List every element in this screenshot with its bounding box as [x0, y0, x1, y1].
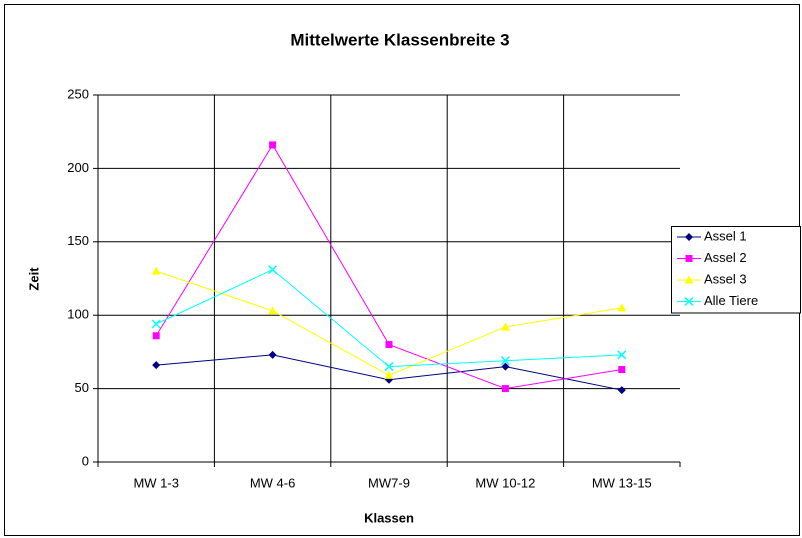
point	[501, 385, 509, 393]
y-tick-label: 0	[82, 453, 89, 468]
point	[618, 366, 626, 374]
x-tick-label: MW 10-12	[475, 475, 535, 490]
legend-label: Alle Tiere	[704, 293, 758, 308]
point	[500, 322, 510, 331]
y-tick-label: 200	[67, 160, 89, 175]
y-tick-label: 250	[67, 86, 89, 101]
point	[617, 303, 627, 312]
point	[268, 265, 278, 275]
point	[268, 350, 277, 359]
point	[151, 266, 161, 275]
legend-label: Assel 1	[704, 228, 747, 243]
legend-marker	[684, 275, 694, 284]
x-tick-label: MW7-9	[368, 475, 410, 490]
point	[385, 341, 393, 349]
point	[151, 319, 161, 329]
point	[152, 361, 161, 370]
x-tick-label: MW 1-3	[133, 475, 179, 490]
point	[617, 350, 627, 360]
point	[500, 356, 510, 366]
x-axis-label: Klassen	[364, 510, 414, 525]
legend-marker	[685, 255, 693, 262]
point	[152, 332, 160, 340]
legend-label: Assel 2	[704, 250, 747, 265]
y-axis-label: Zeit	[26, 267, 41, 291]
x-tick-label: MW 4-6	[250, 475, 296, 490]
point	[617, 386, 626, 395]
chart-title: Mittelwerte Klassenbreite 3	[290, 30, 509, 49]
point	[501, 362, 510, 371]
y-tick-label: 100	[67, 307, 89, 322]
y-tick-label: 50	[75, 380, 89, 395]
x-tick-label: MW 13-15	[592, 475, 652, 490]
legend-marker	[684, 296, 694, 307]
point	[384, 370, 394, 379]
point	[268, 306, 278, 315]
point	[269, 141, 277, 149]
point	[384, 362, 394, 372]
chart-frame	[4, 4, 800, 536]
legend-marker	[685, 233, 693, 241]
y-tick-label: 150	[67, 233, 89, 248]
legend-label: Assel 3	[704, 271, 747, 286]
legend-box	[671, 226, 801, 314]
